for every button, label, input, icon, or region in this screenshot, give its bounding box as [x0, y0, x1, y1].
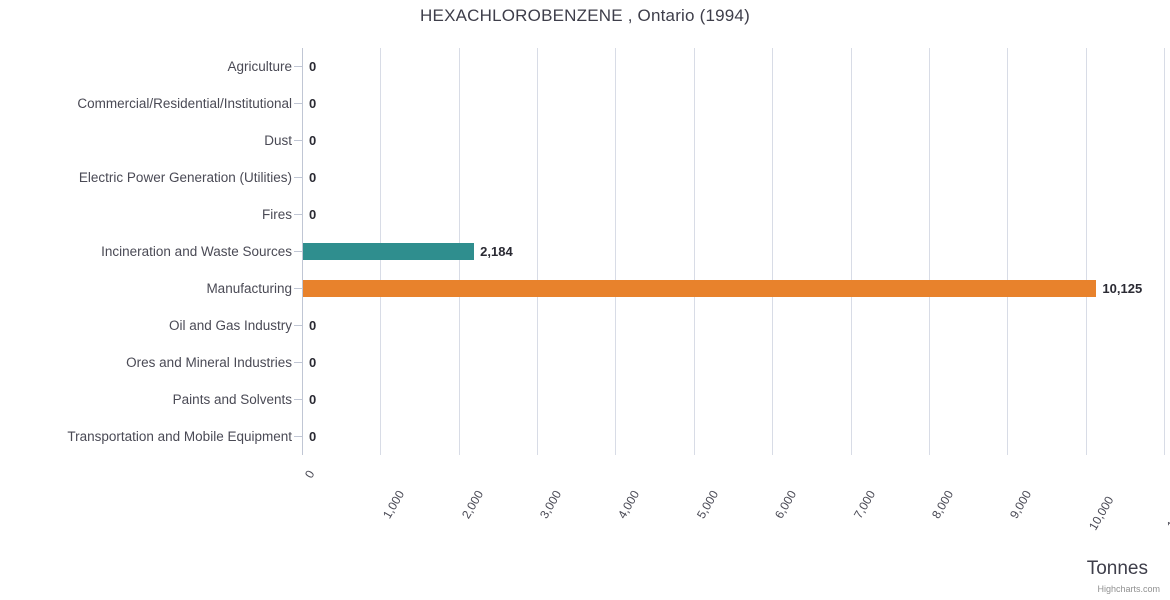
- gridline: [1164, 48, 1165, 455]
- bar-row[interactable]: Dust 0: [0, 122, 1170, 159]
- y-axis-tick: [294, 177, 302, 178]
- category-label: Manufacturing: [206, 281, 292, 296]
- gridline: [537, 48, 539, 455]
- gridline: [850, 48, 852, 455]
- y-axis-tick: [294, 66, 302, 67]
- gridline: [615, 48, 617, 455]
- x-axis-tick-label: 4,000: [615, 488, 643, 522]
- x-axis-tick-label: 3,000: [537, 488, 565, 522]
- y-axis-tick: [294, 214, 302, 215]
- y-axis-tick: [294, 436, 302, 437]
- bar-row[interactable]: Transportation and Mobile Equipment 0: [0, 418, 1170, 455]
- y-axis-tick: [294, 288, 302, 289]
- x-axis-tick-label: 1,000: [380, 488, 408, 522]
- category-label: Transportation and Mobile Equipment: [67, 429, 292, 444]
- x-axis-tick-label: 0: [302, 467, 318, 481]
- bar-data-label: 0: [309, 59, 317, 74]
- bar-data-label: 0: [309, 207, 317, 222]
- x-axis-tick-label: 8,000: [928, 488, 957, 522]
- y-axis-tick: [294, 103, 302, 104]
- bar-row[interactable]: Agriculture 0: [0, 48, 1170, 85]
- bar-data-label: 0: [309, 355, 317, 370]
- bar-data-label: 0: [309, 429, 317, 444]
- y-axis-tick: [294, 399, 302, 400]
- y-axis-tick: [294, 140, 302, 141]
- bar-data-label: 2,184: [480, 244, 513, 259]
- category-label: Dust: [264, 133, 292, 148]
- x-axis-tick-label: 6,000: [772, 488, 800, 522]
- x-axis-tick-label: 10,000: [1085, 493, 1117, 533]
- gridline: [1085, 48, 1087, 455]
- category-label: Incineration and Waste Sources: [101, 244, 292, 259]
- bar-row[interactable]: Ores and Mineral Industries 0: [0, 344, 1170, 381]
- gridline: [928, 48, 930, 455]
- category-label: Agriculture: [227, 59, 292, 74]
- y-axis-tick: [294, 251, 302, 252]
- bar-data-label: 0: [309, 96, 317, 111]
- x-axis-tick-label: 9,000: [1007, 488, 1035, 522]
- y-axis-line: [302, 48, 303, 455]
- bar-row[interactable]: Electric Power Generation (Utilities) 0: [0, 159, 1170, 196]
- y-axis-tick: [294, 325, 302, 326]
- x-axis-title: Tonnes: [1086, 558, 1148, 579]
- bar[interactable]: [303, 280, 1097, 297]
- gridline: [772, 48, 774, 455]
- x-axis-tick-label: 7,000: [850, 488, 878, 522]
- x-axis-tick-label: 5,000: [693, 488, 721, 522]
- category-label: Commercial/Residential/Institutional: [77, 96, 292, 111]
- category-label: Electric Power Generation (Utilities): [78, 170, 292, 185]
- category-label: Paints and Solvents: [172, 392, 292, 407]
- chart-title: HEXACHLOROBENZENE , Ontario (1994): [420, 6, 750, 25]
- bar-row[interactable]: Oil and Gas Industry 0: [0, 307, 1170, 344]
- category-label: Fires: [262, 207, 292, 222]
- bar-data-label: 0: [309, 392, 317, 407]
- bar[interactable]: [303, 243, 475, 260]
- bar-row[interactable]: Commercial/Residential/Institutional 0: [0, 85, 1170, 122]
- x-axis-tick-label: 2,000: [458, 488, 486, 522]
- bar-data-label: 0: [309, 170, 317, 185]
- bar-data-label: 0: [309, 318, 317, 333]
- y-axis-tick: [294, 362, 302, 363]
- bar-row[interactable]: Incineration and Waste Sources 2,184: [0, 233, 1170, 270]
- gridline: [693, 48, 695, 455]
- bar-data-label: 0: [309, 133, 317, 148]
- chart-credits: Highcharts.com: [1097, 584, 1160, 594]
- bar-row[interactable]: Paints and Solvents 0: [0, 381, 1170, 418]
- category-label: Oil and Gas Industry: [168, 318, 292, 333]
- bar-row[interactable]: Manufacturing 10,125: [0, 270, 1170, 307]
- bar-data-label: 10,125: [1102, 281, 1143, 296]
- bar-row[interactable]: Fires 0: [0, 196, 1170, 233]
- category-label: Ores and Mineral Industries: [126, 355, 292, 370]
- gridline: [1007, 48, 1009, 455]
